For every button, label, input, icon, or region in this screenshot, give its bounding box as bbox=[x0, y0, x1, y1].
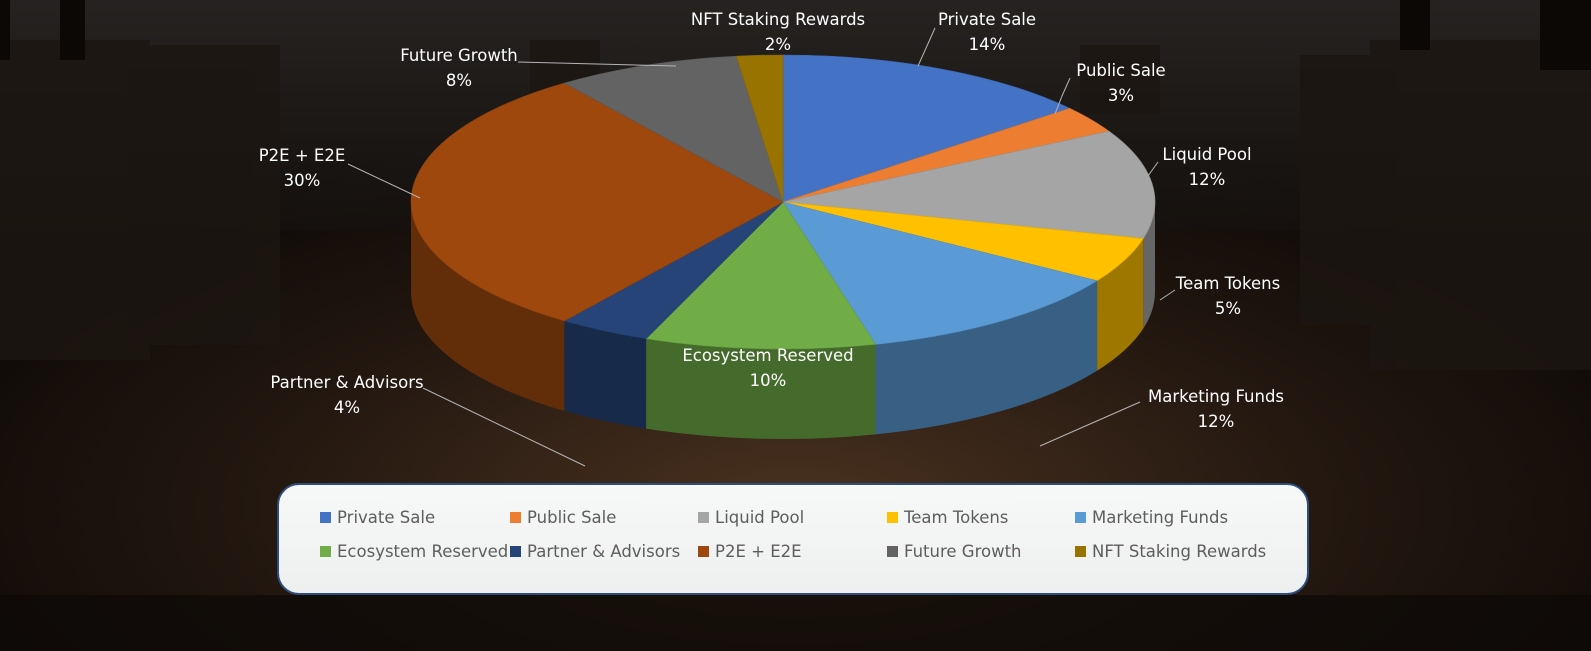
data-label-name-p2e-e2e: P2E + E2E bbox=[259, 146, 346, 165]
data-label-value-marketing-funds: 12% bbox=[1198, 412, 1235, 431]
legend-swatch bbox=[510, 546, 521, 557]
leader-line-team-tokens bbox=[1159, 289, 1176, 301]
leader-line-future-growth bbox=[517, 61, 677, 67]
data-label-name-private-sale: Private Sale bbox=[938, 10, 1036, 29]
data-label-name-partner-advisors: Partner & Advisors bbox=[270, 373, 423, 392]
legend-swatch bbox=[887, 546, 898, 557]
leader-line-public-sale bbox=[1054, 77, 1071, 115]
pie-side-partner-advisors bbox=[564, 320, 647, 429]
data-label-name-nft-staking-rewards: NFT Staking Rewards bbox=[691, 10, 865, 29]
pie-leader-lines bbox=[347, 27, 1176, 467]
legend-swatch bbox=[1075, 512, 1086, 523]
legend: Private Sale Public Sale Liquid Pool Team T… bbox=[277, 483, 1309, 595]
legend-label: Ecosystem Reserved bbox=[337, 542, 509, 561]
legend-swatch bbox=[510, 512, 521, 523]
legend-item: Team Tokens bbox=[887, 508, 1008, 527]
legend-item: Future Growth bbox=[887, 542, 1022, 561]
legend-item: Private Sale bbox=[320, 508, 435, 527]
legend-item: Partner & Advisors bbox=[510, 542, 680, 561]
pie-slice-ecosystem-reserved bbox=[645, 201, 877, 350]
legend-swatch bbox=[320, 546, 331, 557]
data-label-value-liquid-pool: 12% bbox=[1189, 170, 1226, 189]
legend-label: NFT Staking Rewards bbox=[1092, 542, 1267, 561]
legend-label: Private Sale bbox=[337, 508, 436, 527]
pie-data-labels: Private Sale 14% Public Sale 3% Liquid Pool 1… bbox=[259, 10, 1284, 431]
legend-label: P2E + E2E bbox=[715, 542, 802, 561]
data-label-value-nft-staking-rewards: 2% bbox=[765, 35, 791, 54]
legend-item: Ecosystem Reserved bbox=[320, 542, 508, 561]
legend-label: Liquid Pool bbox=[715, 508, 805, 527]
data-label-value-public-sale: 3% bbox=[1108, 86, 1134, 105]
pie-side-liquid-pool bbox=[1143, 202, 1155, 329]
leader-line-liquid-pool bbox=[1147, 161, 1159, 177]
data-label-value-team-tokens: 5% bbox=[1215, 299, 1241, 318]
legend-item: Public Sale bbox=[510, 508, 616, 527]
data-label-name-liquid-pool: Liquid Pool bbox=[1162, 145, 1251, 164]
data-label-name-public-sale: Public Sale bbox=[1076, 61, 1165, 80]
legend-swatch bbox=[887, 512, 898, 523]
leader-line-private-sale bbox=[917, 27, 936, 67]
data-label-name-future-growth: Future Growth bbox=[400, 46, 518, 65]
pie-slice-liquid-pool bbox=[782, 130, 1156, 239]
legend-item: NFT Staking Rewards bbox=[1075, 542, 1266, 561]
pie-slice-marketing-funds bbox=[782, 201, 1098, 345]
legend-item: P2E + E2E bbox=[698, 542, 802, 561]
legend-swatch bbox=[698, 512, 709, 523]
legend-swatch bbox=[1075, 546, 1086, 557]
legend-swatch bbox=[698, 546, 709, 557]
pie-side-walls bbox=[411, 202, 1155, 440]
pie-side-ecosystem-reserved bbox=[646, 338, 876, 440]
legend-label: Future Growth bbox=[904, 542, 1022, 561]
data-label-name-ecosystem-reserved: Ecosystem Reserved bbox=[682, 346, 853, 365]
pie-side-team-tokens bbox=[1097, 238, 1144, 371]
legend-swatch bbox=[320, 512, 331, 523]
legend-label: Partner & Advisors bbox=[527, 542, 681, 561]
pie-side-marketing-funds bbox=[875, 280, 1098, 435]
pie-side-p2e-e2e bbox=[411, 202, 565, 411]
data-label-value-ecosystem-reserved: 10% bbox=[750, 371, 787, 390]
pie-top-faces bbox=[410, 54, 1156, 350]
data-label-value-p2e-e2e: 30% bbox=[284, 171, 321, 190]
data-label-value-future-growth: 8% bbox=[446, 71, 472, 90]
data-label-name-marketing-funds: Marketing Funds bbox=[1148, 387, 1284, 406]
leader-line-p2e-e2e bbox=[347, 163, 421, 199]
pie-slice-nft-staking-rewards bbox=[735, 54, 784, 203]
data-label-value-partner-advisors: 4% bbox=[334, 398, 360, 417]
pie-slice-p2e-e2e bbox=[410, 82, 784, 322]
legend-item: Marketing Funds bbox=[1075, 508, 1228, 527]
leader-line-partner-advisors bbox=[422, 387, 586, 467]
legend-item: Liquid Pool bbox=[698, 508, 804, 527]
legend-label: Marketing Funds bbox=[1092, 508, 1229, 527]
pie-slice-private-sale bbox=[782, 54, 1071, 203]
legend-label: Team Tokens bbox=[904, 508, 1009, 527]
legend-label: Public Sale bbox=[527, 508, 617, 527]
data-label-value-private-sale: 14% bbox=[969, 35, 1006, 54]
data-label-name-team-tokens: Team Tokens bbox=[1175, 274, 1280, 293]
leader-line-marketing-funds bbox=[1039, 401, 1141, 447]
